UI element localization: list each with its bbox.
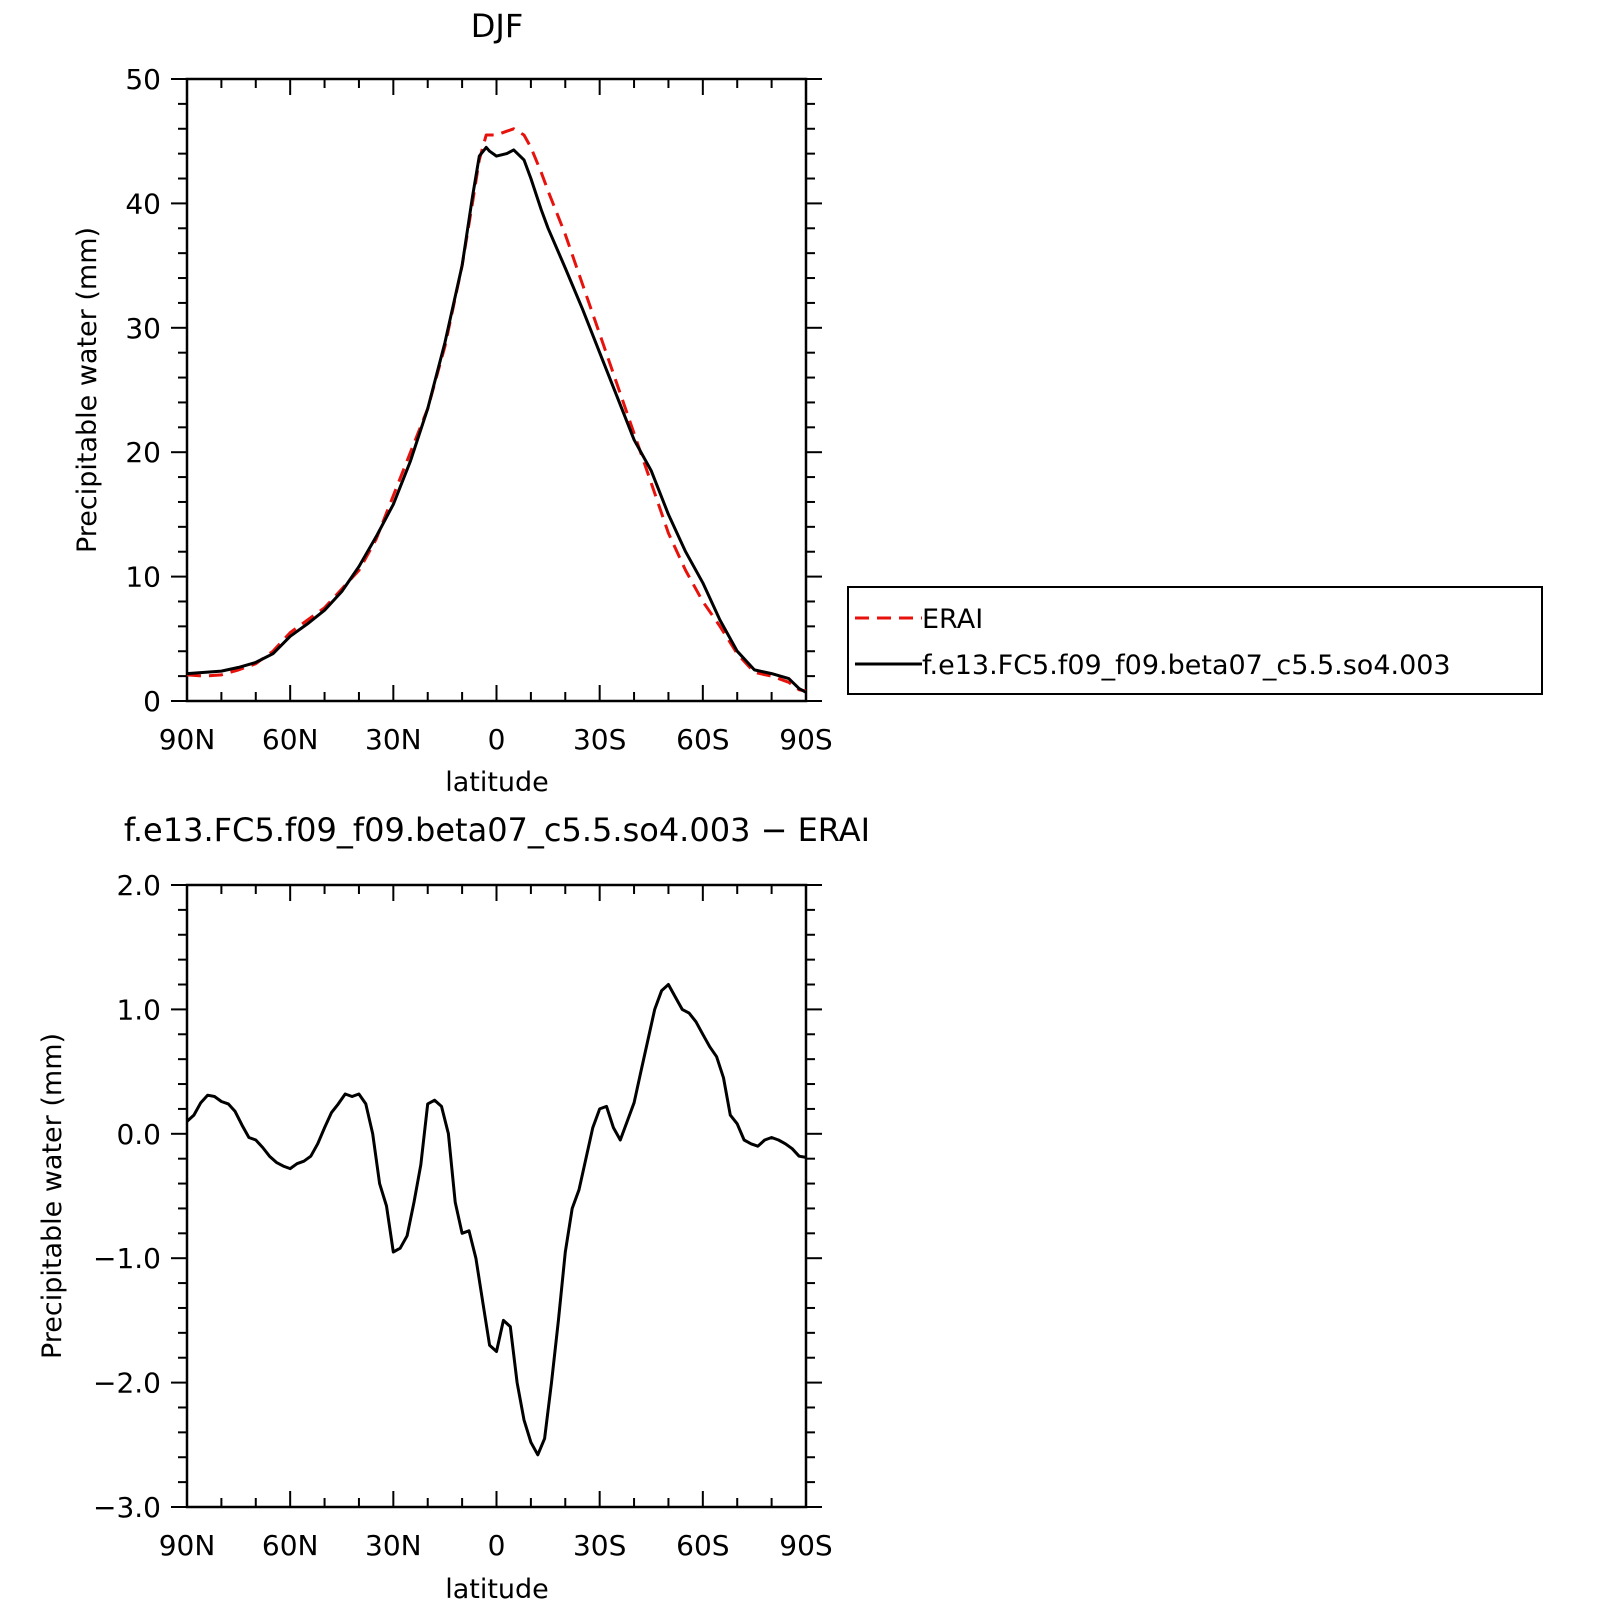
x-tick-label: 0 bbox=[488, 723, 506, 756]
axis-ticks bbox=[171, 78, 822, 702]
y-tick-label: 1.0 bbox=[116, 993, 161, 1026]
x-tick-label: 90S bbox=[779, 723, 832, 756]
legend-label-erai: ERAI bbox=[922, 604, 983, 635]
x-tick-label: 30N bbox=[365, 723, 422, 756]
axis-ticks bbox=[171, 884, 822, 1508]
y-tick-labels: 2.0 1.0 0.0 −1.0 −2.0 −3.0 bbox=[93, 869, 161, 1524]
x-tick-label: 60S bbox=[676, 1529, 729, 1562]
series-line-model bbox=[186, 145, 807, 694]
y-tick-labels: 0 10 20 30 40 50 bbox=[125, 63, 161, 718]
y-tick-label: 20 bbox=[125, 436, 161, 469]
series-line-erai bbox=[186, 127, 807, 693]
x-tick-label: 0 bbox=[488, 1529, 506, 1562]
y-tick-label: −2.0 bbox=[93, 1367, 161, 1400]
x-axis-label: latitude bbox=[445, 767, 549, 798]
y-axis-label: Precipitable water (mm) bbox=[37, 1033, 68, 1359]
djf-panel: DJF 90N 60N 30N 0 30S 60S 90S 0 10 20 30 40 50 lati… bbox=[72, 7, 1543, 798]
y-tick-label: 30 bbox=[125, 312, 161, 345]
y-tick-label: 40 bbox=[125, 187, 161, 220]
y-tick-label: 0 bbox=[143, 685, 161, 718]
x-axis-label: latitude bbox=[445, 1574, 549, 1605]
panel-title: f.e13.FC5.f09_f09.beta07_c5.5.so4.003 − … bbox=[124, 811, 870, 849]
x-tick-label: 30S bbox=[573, 1529, 626, 1562]
series-line-model bbox=[185, 983, 807, 1457]
x-tick-label: 90S bbox=[779, 1529, 832, 1562]
x-tick-label: 30N bbox=[365, 1529, 422, 1562]
plot-frame bbox=[185, 883, 808, 1509]
panel-title: DJF bbox=[471, 7, 523, 45]
y-tick-label: 2.0 bbox=[116, 869, 161, 902]
y-tick-label: 0.0 bbox=[116, 1118, 161, 1151]
x-tick-label: 60S bbox=[676, 723, 729, 756]
x-tick-label: 60N bbox=[262, 1529, 319, 1562]
y-tick-label: 10 bbox=[125, 561, 161, 594]
y-tick-label: −1.0 bbox=[93, 1242, 161, 1275]
x-tick-labels: 90N 60N 30N 0 30S 60S 90S bbox=[159, 1529, 833, 1562]
x-tick-label: 60N bbox=[262, 723, 319, 756]
legend-box bbox=[847, 586, 1543, 695]
series-lines bbox=[185, 983, 807, 1457]
x-tick-labels: 90N 60N 30N 0 30S 60S 90S bbox=[159, 723, 833, 756]
x-tick-label: 90N bbox=[159, 723, 216, 756]
difference-panel: f.e13.FC5.f09_f09.beta07_c5.5.so4.003 − … bbox=[37, 811, 870, 1605]
x-tick-label: 30S bbox=[573, 723, 626, 756]
y-axis-label: Precipitable water (mm) bbox=[72, 227, 103, 553]
series-lines bbox=[186, 127, 807, 694]
legend: ERAI f.e13.FC5.f09_f09.beta07_c5.5.so4.0… bbox=[847, 586, 1543, 695]
y-tick-label: 50 bbox=[125, 63, 161, 96]
y-tick-label: −3.0 bbox=[93, 1491, 161, 1524]
legend-label-model: f.e13.FC5.f09_f09.beta07_c5.5.so4.003 bbox=[922, 650, 1451, 681]
x-tick-label: 90N bbox=[159, 1529, 216, 1562]
